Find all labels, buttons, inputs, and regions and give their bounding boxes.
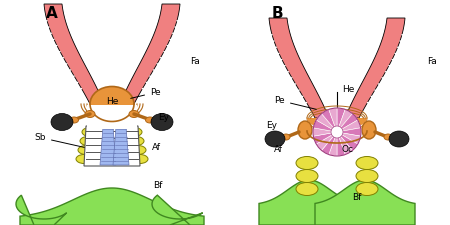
Ellipse shape bbox=[51, 113, 73, 130]
Wedge shape bbox=[313, 120, 337, 132]
Polygon shape bbox=[100, 127, 116, 165]
Ellipse shape bbox=[356, 157, 378, 169]
Ellipse shape bbox=[85, 110, 95, 117]
Text: Bf: Bf bbox=[352, 194, 361, 202]
Polygon shape bbox=[84, 126, 140, 166]
Text: Ey: Ey bbox=[266, 122, 277, 130]
Wedge shape bbox=[337, 132, 345, 156]
Wedge shape bbox=[337, 109, 352, 132]
Text: Sb: Sb bbox=[35, 133, 84, 147]
Ellipse shape bbox=[151, 113, 173, 130]
Wedge shape bbox=[337, 120, 360, 132]
Text: Pe: Pe bbox=[274, 96, 316, 109]
Polygon shape bbox=[152, 195, 202, 225]
Text: Af: Af bbox=[152, 144, 161, 153]
Text: Af: Af bbox=[274, 146, 283, 155]
Ellipse shape bbox=[296, 182, 318, 196]
Wedge shape bbox=[316, 132, 337, 150]
Text: Fa: Fa bbox=[190, 58, 200, 67]
Text: He: He bbox=[106, 97, 118, 106]
Ellipse shape bbox=[389, 131, 409, 147]
Ellipse shape bbox=[265, 131, 285, 147]
Wedge shape bbox=[313, 128, 337, 136]
Ellipse shape bbox=[76, 155, 92, 164]
Text: Fa: Fa bbox=[427, 58, 437, 67]
Ellipse shape bbox=[126, 128, 142, 137]
Wedge shape bbox=[337, 128, 361, 136]
Wedge shape bbox=[329, 132, 337, 156]
Ellipse shape bbox=[282, 134, 290, 140]
Polygon shape bbox=[315, 180, 415, 225]
Wedge shape bbox=[337, 114, 358, 132]
Ellipse shape bbox=[69, 117, 78, 123]
Wedge shape bbox=[322, 109, 337, 132]
Ellipse shape bbox=[296, 169, 318, 182]
Wedge shape bbox=[322, 132, 337, 155]
Ellipse shape bbox=[129, 110, 139, 117]
Circle shape bbox=[331, 126, 343, 138]
Ellipse shape bbox=[90, 86, 134, 122]
Text: Pe: Pe bbox=[130, 88, 161, 98]
Ellipse shape bbox=[80, 137, 96, 146]
Polygon shape bbox=[44, 4, 104, 104]
Wedge shape bbox=[337, 132, 358, 150]
Ellipse shape bbox=[132, 155, 148, 164]
Wedge shape bbox=[337, 132, 360, 144]
Wedge shape bbox=[337, 132, 352, 155]
Text: Bf: Bf bbox=[153, 182, 162, 191]
Ellipse shape bbox=[128, 137, 144, 146]
Wedge shape bbox=[329, 108, 337, 132]
Polygon shape bbox=[120, 4, 180, 104]
Polygon shape bbox=[259, 180, 359, 225]
Ellipse shape bbox=[362, 121, 376, 139]
Text: Ey: Ey bbox=[158, 113, 169, 122]
Text: A: A bbox=[46, 7, 58, 22]
Polygon shape bbox=[269, 18, 329, 118]
Wedge shape bbox=[337, 108, 345, 132]
Ellipse shape bbox=[356, 182, 378, 196]
Ellipse shape bbox=[145, 117, 154, 123]
Ellipse shape bbox=[296, 157, 318, 169]
Ellipse shape bbox=[78, 146, 94, 155]
Polygon shape bbox=[113, 127, 129, 165]
Wedge shape bbox=[316, 114, 337, 132]
Polygon shape bbox=[16, 195, 67, 225]
Ellipse shape bbox=[298, 121, 312, 139]
Ellipse shape bbox=[82, 128, 98, 137]
Text: He: He bbox=[342, 86, 355, 94]
Ellipse shape bbox=[356, 169, 378, 182]
Ellipse shape bbox=[384, 134, 392, 140]
Ellipse shape bbox=[130, 146, 146, 155]
Polygon shape bbox=[20, 188, 204, 225]
Wedge shape bbox=[313, 132, 337, 144]
Polygon shape bbox=[87, 105, 137, 129]
Text: B: B bbox=[271, 7, 283, 22]
Text: Oc: Oc bbox=[341, 146, 353, 155]
Polygon shape bbox=[345, 18, 405, 118]
